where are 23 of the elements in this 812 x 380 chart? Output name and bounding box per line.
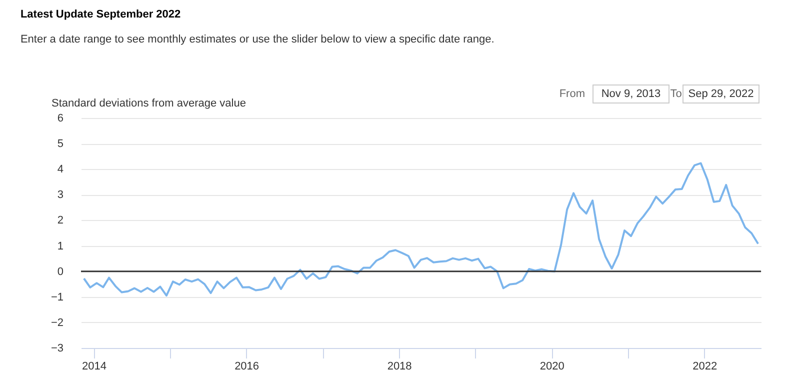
x-tick-label: 2022 bbox=[692, 360, 718, 372]
y-tick-label: 1 bbox=[57, 240, 64, 252]
x-tick-label: 2014 bbox=[82, 360, 106, 372]
y-tick-label: −1 bbox=[50, 291, 64, 304]
x-tick-label: 2018 bbox=[387, 360, 412, 372]
y-tick-label: 6 bbox=[57, 112, 64, 124]
y-tick-label: 4 bbox=[57, 164, 64, 176]
chart-subtitle: Enter a date range to see monthly estimates or use the slider below to view a specific date range. bbox=[20, 34, 494, 46]
x-tick-label: 2016 bbox=[234, 360, 260, 372]
text: To bbox=[670, 88, 682, 100]
text: Sep 29, 2022 bbox=[688, 88, 754, 100]
y-tick-label: 0 bbox=[57, 266, 64, 278]
x-tick-label: 2020 bbox=[540, 360, 564, 372]
line-series bbox=[82, 162, 760, 297]
y-tick-label: 3 bbox=[57, 189, 64, 202]
y-tick-label: −3 bbox=[50, 342, 64, 354]
text: From bbox=[559, 88, 585, 100]
y-tick-label: 2 bbox=[57, 214, 64, 227]
text: Nov 9, 2013 bbox=[601, 88, 661, 100]
y-tick-label: 5 bbox=[57, 138, 64, 150]
chart-title: Latest Update September 2022 bbox=[20, 8, 181, 20]
y-tick-label: −2 bbox=[50, 316, 64, 329]
y-axis-title: Standard deviations from average value bbox=[52, 98, 246, 110]
